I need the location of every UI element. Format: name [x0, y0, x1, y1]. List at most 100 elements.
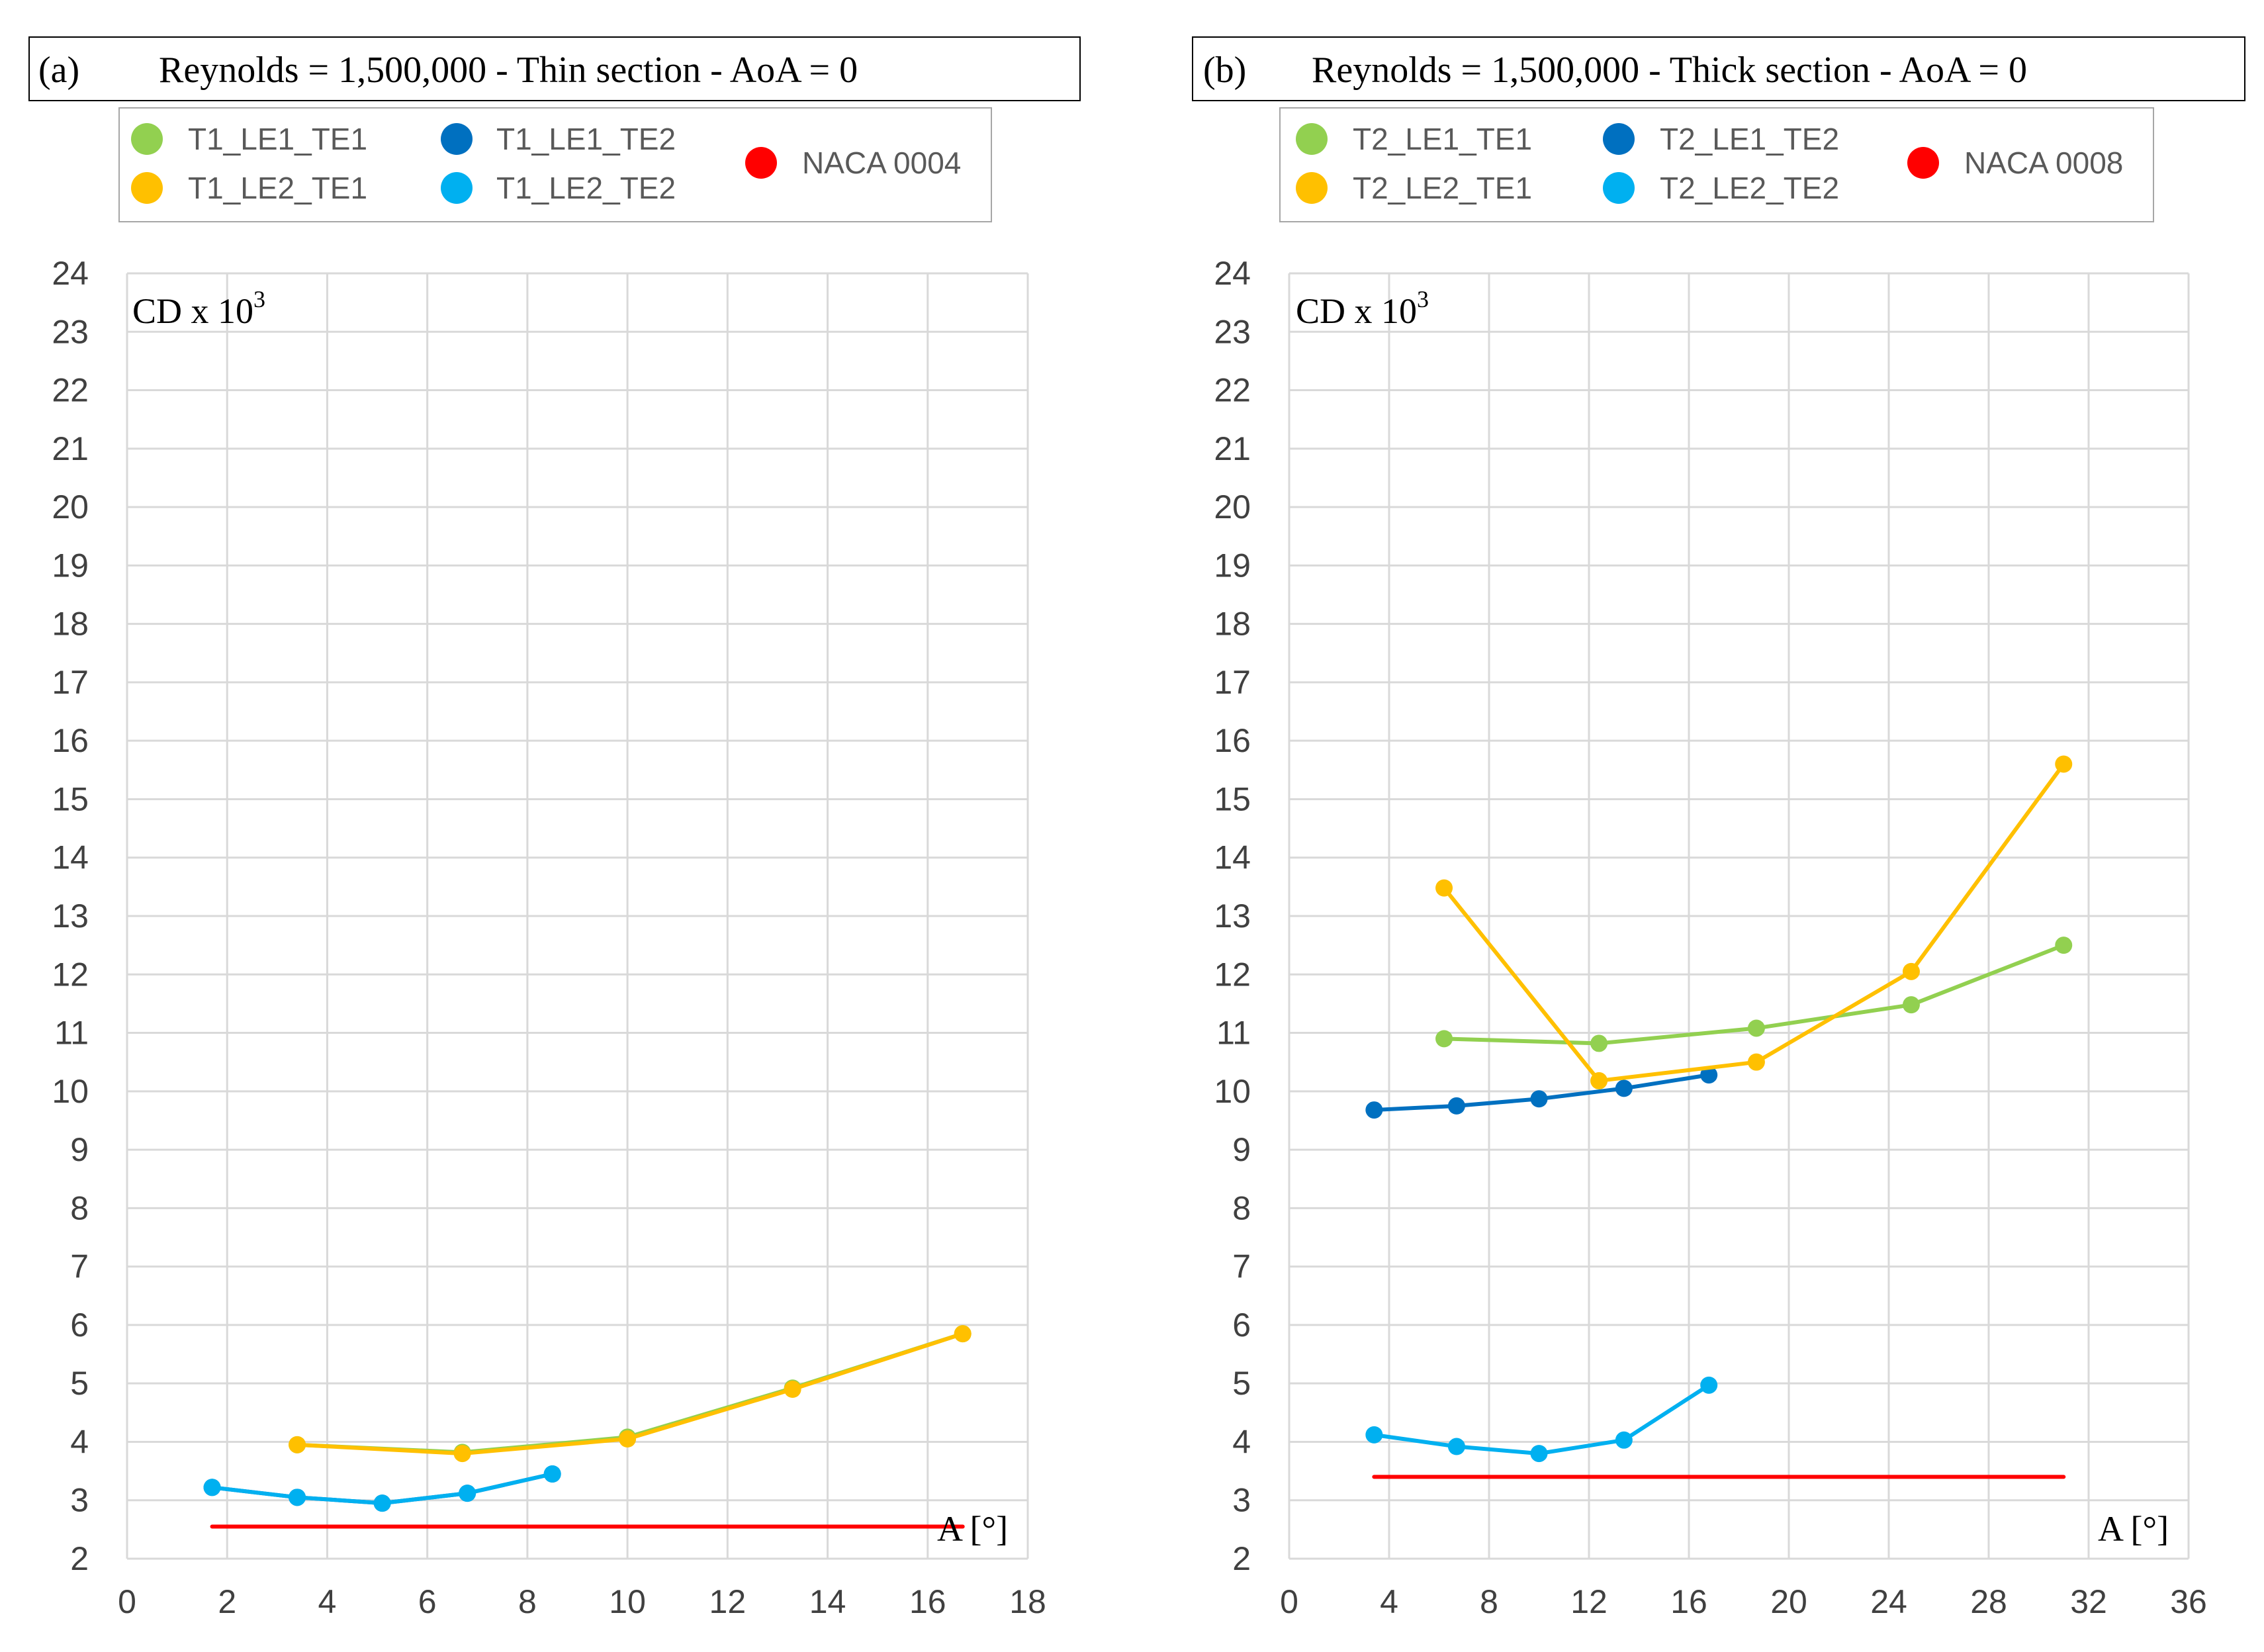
x-tick-label: 28 [1970, 1583, 2007, 1620]
y-tick-label: 20 [52, 488, 89, 526]
y-tick-label: 13 [52, 897, 89, 935]
y-axis-label-exponent: 3 [1417, 286, 1429, 312]
data-point [954, 1325, 972, 1343]
y-tick-label: 18 [52, 606, 89, 643]
x-tick-label: 10 [609, 1583, 646, 1620]
y-tick-label: 17 [52, 664, 89, 701]
y-tick-label: 24 [1214, 255, 1251, 292]
legend-label: NACA 0004 [802, 146, 961, 180]
y-tick-label: 13 [1214, 897, 1251, 935]
x-tick-label: 6 [418, 1583, 437, 1620]
x-tick-label: 8 [1480, 1583, 1498, 1620]
legend-label: T2_LE2_TE2 [1660, 171, 1839, 205]
data-point [1530, 1445, 1548, 1463]
legend-marker [441, 172, 473, 204]
legend-box [1279, 107, 2154, 222]
panel-label: (a) [38, 50, 79, 91]
chart-title: Reynolds = 1,500,000 - Thick section - A… [1312, 50, 2027, 91]
x-tick-label: 24 [1870, 1583, 1907, 1620]
y-tick-label: 21 [1214, 430, 1251, 467]
legend-label: T1_LE2_TE2 [496, 171, 676, 205]
y-tick-label: 6 [1232, 1307, 1251, 1344]
y-axis-label: CD x 103 [1296, 286, 1429, 331]
chart-title: Reynolds = 1,500,000 - Thin section - Ao… [159, 50, 858, 91]
y-tick-label: 11 [1216, 1015, 1251, 1052]
data-point [1902, 962, 1920, 980]
y-tick-label: 11 [54, 1015, 89, 1052]
y-tick-label: 12 [1214, 956, 1251, 993]
y-axis-label-rest: x 10 [182, 291, 253, 331]
y-tick-label: 3 [70, 1482, 89, 1519]
y-tick-label: 9 [1232, 1131, 1251, 1168]
y-tick-label: 5 [1232, 1365, 1251, 1402]
y-axis-label-main: CD [1296, 291, 1345, 331]
y-tick-label: 17 [1214, 664, 1251, 701]
x-tick-label: 12 [1570, 1583, 1607, 1620]
data-point [543, 1465, 561, 1483]
chart-panel-b: (b) Reynolds = 1,500,000 - Thick section … [1192, 36, 2245, 1620]
legend-marker [131, 123, 163, 155]
y-axis-label-rest: x 10 [1345, 291, 1417, 331]
x-tick-label: 36 [2170, 1583, 2207, 1620]
legend-marker [1296, 123, 1328, 155]
y-axis-label-exponent: 3 [253, 286, 265, 312]
x-tick-label: 0 [118, 1583, 136, 1620]
data-point [203, 1479, 221, 1496]
legend-label: T2_LE1_TE1 [1353, 122, 1532, 156]
data-point [2055, 755, 2073, 773]
data-point [1700, 1066, 1718, 1084]
series-line [1372, 1383, 1711, 1456]
legend-marker [1296, 172, 1328, 204]
y-tick-label: 5 [70, 1365, 89, 1402]
x-tick-label: 4 [318, 1583, 337, 1620]
y-tick-label: 7 [1232, 1248, 1251, 1285]
data-point [1365, 1426, 1383, 1444]
y-tick-label: 4 [1232, 1423, 1251, 1460]
data-point [289, 1489, 306, 1506]
x-axis-label: A [°] [2098, 1509, 2169, 1549]
x-tick-label: 20 [1770, 1583, 1807, 1620]
y-tick-label: 8 [70, 1189, 89, 1226]
data-point [1590, 1072, 1608, 1089]
y-tick-label: 19 [1214, 547, 1251, 584]
data-point [1700, 1376, 1718, 1394]
x-tick-label: 0 [1280, 1583, 1298, 1620]
y-tick-label: 10 [1214, 1073, 1251, 1110]
y-tick-label: 24 [52, 255, 89, 292]
y-tick-label: 15 [52, 780, 89, 817]
chart-panel-a: (a) Reynolds = 1,500,000 - Thin section -… [28, 36, 1081, 1620]
y-tick-label: 16 [1214, 722, 1251, 759]
panel-label: (b) [1203, 50, 1246, 91]
y-tick-label: 12 [52, 956, 89, 993]
legend-label: T1_LE2_TE1 [188, 171, 367, 205]
y-tick-label: 7 [70, 1248, 89, 1285]
title-box [28, 36, 1081, 101]
y-axis-label-main: CD [132, 291, 182, 331]
x-tick-label: 32 [2070, 1583, 2107, 1620]
legend-label: T1_LE1_TE1 [188, 122, 367, 156]
legend-label: T1_LE1_TE2 [496, 122, 676, 156]
y-tick-label: 10 [52, 1073, 89, 1110]
y-tick-label: 9 [70, 1131, 89, 1168]
data-point [1530, 1090, 1548, 1108]
legend-label: NACA 0008 [1964, 146, 2123, 180]
x-tick-label: 12 [709, 1583, 747, 1620]
y-tick-label: 18 [1214, 606, 1251, 643]
data-point [1615, 1079, 1633, 1097]
x-tick-label: 16 [909, 1583, 946, 1620]
x-tick-label: 14 [809, 1583, 846, 1620]
data-point [373, 1494, 391, 1512]
data-point [1365, 1101, 1383, 1119]
data-point [1615, 1431, 1633, 1449]
data-point [453, 1445, 471, 1463]
y-tick-label: 4 [70, 1423, 89, 1460]
y-axis-label: CD x 103 [132, 286, 265, 331]
legend-label: T2_LE2_TE1 [1353, 171, 1532, 205]
y-tick-label: 23 [1214, 313, 1251, 350]
legend-marker [1907, 147, 1939, 179]
x-tick-label: 2 [218, 1583, 236, 1620]
data-point [1747, 1053, 1765, 1071]
y-tick-label: 19 [52, 547, 89, 584]
y-tick-label: 2 [1232, 1540, 1251, 1577]
data-point [1747, 1019, 1765, 1037]
